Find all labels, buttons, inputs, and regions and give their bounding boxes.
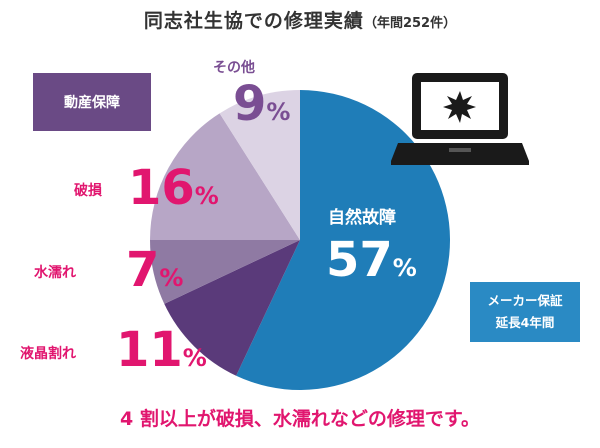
label-lcd-name: 液晶割れ [20, 346, 76, 362]
label-water-name: 水濡れ [34, 265, 76, 281]
label-lcd-value: 11% [116, 326, 207, 374]
footer-message: 4 割以上が破損、水濡れなどの修理です。 [120, 408, 480, 430]
warranty-extension-box: メーカー保証 延長4年間 [470, 282, 580, 342]
warranty-line-2: 延長4年間 [495, 315, 555, 330]
slice-breakage [150, 113, 300, 240]
lcd-unit: % [182, 344, 207, 372]
other-value: 9 [233, 76, 267, 132]
title-sub: （年間252件） [363, 16, 457, 31]
laptop-broken-screen-icon [391, 73, 529, 165]
label-breakage-name: 破損 [74, 183, 102, 199]
breakage-value: 16 [128, 160, 195, 216]
warranty-line-1: メーカー保証 [487, 293, 563, 308]
breakage-unit: % [194, 182, 219, 210]
label-natural-value: 57% [326, 236, 417, 284]
label-other-name: その他 [213, 60, 255, 76]
lcd-value: 11 [116, 322, 183, 378]
label-water-value: 7% [126, 246, 183, 294]
title-main: 同志社生協での修理実績 [143, 10, 364, 32]
water-value: 7 [126, 242, 160, 298]
slice-water-damage [150, 240, 300, 304]
slice-other [219, 90, 300, 240]
slice-lcd-crack [164, 240, 300, 376]
label-breakage-value: 16% [128, 164, 219, 212]
chart-title: 同志社生協での修理実績（年間252件） [0, 6, 600, 33]
water-unit: % [159, 264, 184, 292]
category-box-movable-property: 動産保障 [33, 73, 151, 131]
label-natural-name: 自然故障 [328, 208, 396, 228]
natural-unit: % [392, 254, 417, 282]
other-unit: % [266, 98, 291, 126]
label-other-value: 9% [233, 80, 290, 128]
natural-value: 57 [326, 232, 393, 288]
